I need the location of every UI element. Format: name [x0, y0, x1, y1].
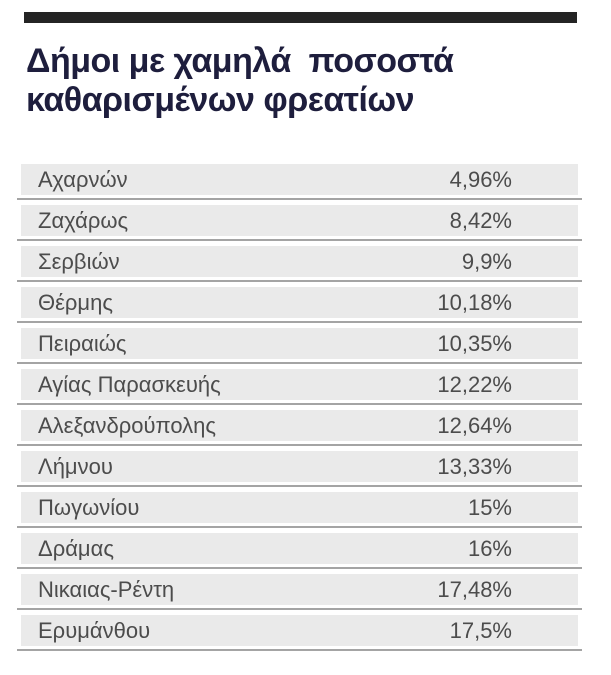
row-separator	[17, 444, 582, 446]
percentage-value: 17,48%	[437, 576, 512, 602]
table-row-band: Αλεξανδρούπολης 12,64%	[21, 410, 578, 441]
row-separator	[17, 649, 582, 651]
municipality-name: Νικαιας-Ρέντη	[38, 576, 175, 602]
row-separator	[17, 403, 582, 405]
table-row: Σερβιών 9,9%	[0, 246, 611, 287]
percentage-value: 10,18%	[437, 289, 512, 315]
table-row-band: Δράμας 16%	[21, 533, 578, 564]
table-row-band: Ζαχάρως 8,42%	[21, 205, 578, 236]
municipality-name: Αγίας Παρασκευής	[38, 371, 221, 397]
municipality-table: Αχαρνών 4,96% Ζαχάρως 8,42% Σερβιών 9,9%…	[0, 164, 611, 656]
municipality-name: Πωγωνίου	[38, 494, 140, 520]
row-separator	[17, 485, 582, 487]
table-row: Πωγωνίου 15%	[0, 492, 611, 533]
municipality-name: Αχαρνών	[38, 166, 128, 192]
table-row-band: Ερυμάνθου 17,5%	[21, 615, 578, 646]
percentage-value: 13,33%	[437, 453, 512, 479]
row-separator	[17, 526, 582, 528]
table-row: Ζαχάρως 8,42%	[0, 205, 611, 246]
municipality-name: Λήμνου	[38, 453, 113, 479]
table-row: Πειραιώς 10,35%	[0, 328, 611, 369]
page-title: Δήμοι με χαμηλά ποσοστά καθαρισμένων φρε…	[26, 42, 454, 119]
municipality-name: Ερυμάνθου	[38, 617, 151, 643]
percentage-value: 12,64%	[437, 412, 512, 438]
table-row-band: Σερβιών 9,9%	[21, 246, 578, 277]
header-rule	[24, 12, 577, 23]
table-row: Ερυμάνθου 17,5%	[0, 615, 611, 656]
table-row: Αγίας Παρασκευής 12,22%	[0, 369, 611, 410]
table-row-band: Αγίας Παρασκευής 12,22%	[21, 369, 578, 400]
municipality-name: Δράμας	[38, 535, 114, 561]
municipality-name: Θέρμης	[38, 289, 113, 315]
table-row: Αλεξανδρούπολης 12,64%	[0, 410, 611, 451]
row-separator	[17, 198, 582, 200]
percentage-value: 16%	[467, 535, 512, 561]
table-row: Δράμας 16%	[0, 533, 611, 574]
municipality-name: Πειραιώς	[38, 330, 127, 356]
table-row: Νικαιας-Ρέντη 17,48%	[0, 574, 611, 615]
row-separator	[17, 567, 582, 569]
table-row-band: Νικαιας-Ρέντη 17,48%	[21, 574, 578, 605]
percentage-value: 12,22%	[437, 371, 512, 397]
row-separator	[17, 280, 582, 282]
table-row-band: Αχαρνών 4,96%	[21, 164, 578, 195]
table-row-band: Λήμνου 13,33%	[21, 451, 578, 482]
table-row-band: Πειραιώς 10,35%	[21, 328, 578, 359]
municipality-name: Αλεξανδρούπολης	[38, 412, 217, 438]
percentage-value: 8,42%	[449, 207, 512, 233]
row-separator	[17, 608, 582, 610]
percentage-value: 15%	[467, 494, 512, 520]
row-separator	[17, 321, 582, 323]
table-row-band: Θέρμης 10,18%	[21, 287, 578, 318]
table-row: Θέρμης 10,18%	[0, 287, 611, 328]
municipality-name: Σερβιών	[38, 248, 120, 274]
percentage-value: 17,5%	[449, 617, 512, 643]
percentage-value: 4,96%	[449, 166, 512, 192]
percentage-value: 9,9%	[461, 248, 512, 274]
table-row: Λήμνου 13,33%	[0, 451, 611, 492]
percentage-value: 10,35%	[437, 330, 512, 356]
row-separator	[17, 239, 582, 241]
row-separator	[17, 362, 582, 364]
table-row: Αχαρνών 4,96%	[0, 164, 611, 205]
municipality-name: Ζαχάρως	[38, 207, 129, 233]
table-row-band: Πωγωνίου 15%	[21, 492, 578, 523]
